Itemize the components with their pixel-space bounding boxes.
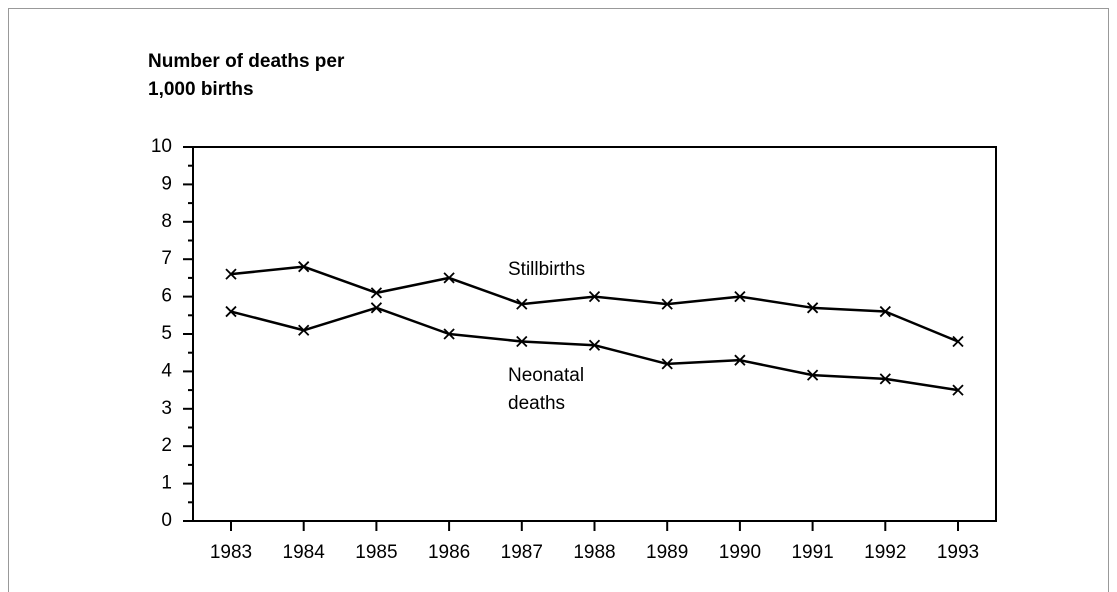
plot-area bbox=[192, 146, 997, 522]
x-tick-label: 1984 bbox=[283, 542, 326, 563]
y-axis-title: Number of deaths per 1,000 births bbox=[148, 51, 345, 100]
y-tick-label: 4 bbox=[161, 360, 172, 381]
y-tick-label: 5 bbox=[161, 323, 172, 344]
y-tick-label: 10 bbox=[151, 136, 172, 157]
x-tick-label: 1993 bbox=[937, 542, 979, 563]
x-tick-label: 1989 bbox=[646, 542, 688, 563]
y-tick-label: 9 bbox=[161, 173, 172, 194]
x-tick-label: 1983 bbox=[210, 542, 252, 563]
x-tick-label: 1991 bbox=[791, 542, 833, 563]
marker bbox=[661, 298, 673, 310]
x-tick-label: 1990 bbox=[719, 542, 761, 563]
marker bbox=[879, 305, 891, 318]
marker bbox=[298, 324, 310, 336]
marker bbox=[516, 298, 528, 310]
x-tick-label: 1992 bbox=[864, 542, 906, 563]
marker bbox=[516, 335, 528, 348]
y-tick-label: 3 bbox=[161, 398, 172, 419]
x-tick-label: 1986 bbox=[428, 542, 470, 563]
marker bbox=[225, 268, 237, 280]
x-tick-label: 1988 bbox=[573, 542, 615, 563]
series-label: Stillbirths bbox=[508, 259, 586, 280]
y-tick-label: 8 bbox=[161, 211, 172, 232]
marker bbox=[952, 335, 964, 348]
marker bbox=[588, 290, 601, 303]
x-tick-label: 1985 bbox=[355, 542, 397, 563]
marker bbox=[952, 384, 964, 396]
marker bbox=[370, 302, 383, 314]
marker bbox=[806, 369, 819, 381]
marker bbox=[734, 290, 746, 303]
y-tick-label: 1 bbox=[161, 473, 172, 494]
marker bbox=[734, 354, 746, 366]
y-tick-label: 2 bbox=[161, 435, 172, 456]
y-tick-label: 6 bbox=[161, 286, 172, 307]
marker bbox=[661, 358, 673, 370]
marker bbox=[588, 339, 601, 351]
marker bbox=[443, 328, 455, 340]
y-tick-label: 7 bbox=[161, 248, 172, 269]
marker bbox=[370, 287, 383, 299]
frame bbox=[8, 8, 1109, 592]
x-tick-label: 1987 bbox=[501, 542, 543, 563]
marker bbox=[298, 261, 310, 273]
marker bbox=[225, 305, 237, 318]
series-label: Neonatal deaths bbox=[508, 365, 585, 414]
y-tick-label: 0 bbox=[161, 510, 172, 531]
marker bbox=[879, 373, 891, 385]
marker bbox=[806, 302, 819, 314]
marker bbox=[443, 272, 455, 284]
